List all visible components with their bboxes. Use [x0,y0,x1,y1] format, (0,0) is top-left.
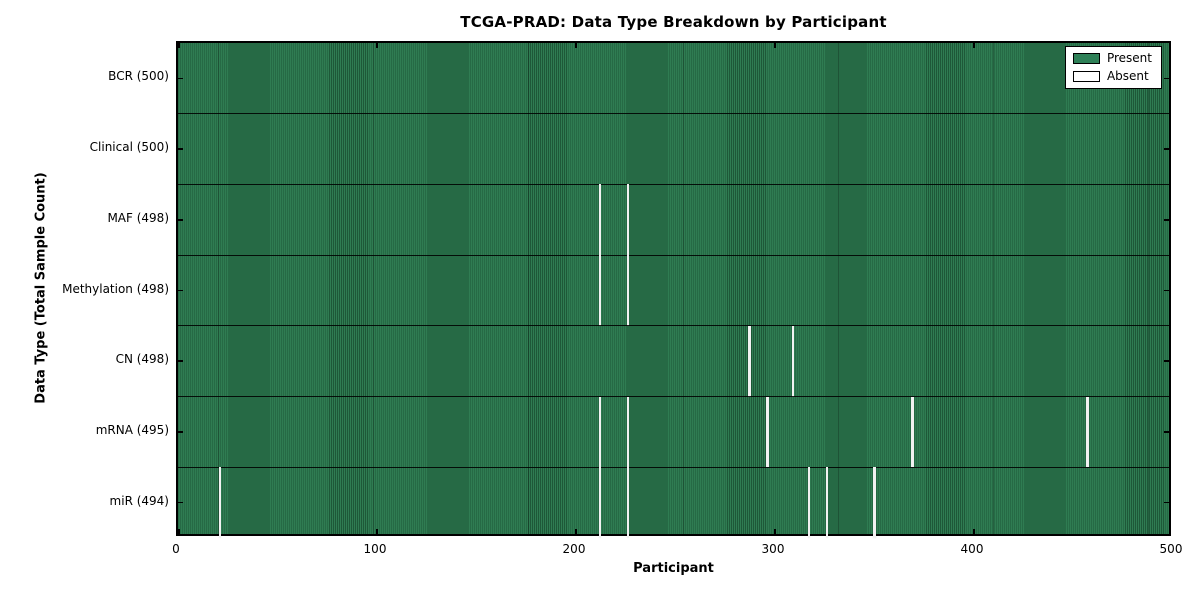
x-tick-label-500: 500 [1159,542,1183,556]
x-tick [575,529,577,534]
y-tick [178,219,183,221]
x-tick [376,529,378,534]
y-tick [1164,77,1169,80]
y-tick [178,431,183,433]
x-tick-label-400: 400 [960,542,984,556]
legend-label-absent: Absent [1106,69,1149,83]
x-tick [973,529,975,534]
row-divider [178,254,1169,256]
y-tick [1164,289,1169,292]
absent-marker-mRNA-458 [1086,396,1089,468]
x-tick-label-200: 200 [562,542,586,556]
y-tick [1164,148,1169,150]
x-tick [774,43,776,48]
absent-marker-mRNA-227 [626,396,630,468]
plot-area: Present Absent [176,41,1171,538]
y-tick [178,360,183,362]
absent-marker-Methylation-213 [598,255,602,326]
x-tick-label-100: 100 [363,542,387,556]
y-tick-label-mRNA: mRNA (495) [95,422,169,437]
absent-marker-mRNA-370 [911,396,914,468]
y-tick [1164,219,1169,221]
present-swatch-icon [1072,53,1100,64]
absent-marker-mRNA-213 [598,396,602,468]
y-tick [1164,360,1169,362]
x-tick [178,529,180,534]
x-tick-label-0: 0 [172,542,180,556]
absent-marker-MAF-213 [598,184,602,256]
x-tick [376,43,378,48]
y-tick-label-BCR: BCR (500) [108,69,169,84]
y-tick-label-Clinical: Clinical (500) [89,140,169,155]
x-axis-label: Participant [633,561,714,576]
legend: Present Absent [1064,46,1162,89]
legend-label-present: Present [1106,51,1152,65]
y-tick [178,148,183,150]
absent-marker-miR-22 [218,467,222,538]
absent-marker-miR-351 [873,467,877,538]
y-tick-label-miR: miR (494) [109,493,169,508]
y-tick-label-CN: CN (498) [115,352,169,367]
row-divider [178,113,1169,115]
chart-title: TCGA-PRAD: Data Type Breakdown by Partic… [460,13,887,31]
y-tick [178,289,183,292]
x-tick [178,43,180,48]
y-tick [1164,501,1169,504]
legend-item-present: Present [1072,51,1152,65]
y-tick [178,501,183,504]
y-tick-label-MAF: MAF (498) [107,210,169,225]
absent-marker-miR-327 [825,467,829,538]
x-tick [774,529,776,534]
row-divider [178,325,1169,327]
absent-marker-MAF-227 [626,184,630,256]
x-tick [973,43,975,48]
absent-marker-CN-288 [748,325,751,397]
absent-marker-Methylation-227 [626,255,630,326]
absent-swatch-icon [1072,71,1100,82]
absent-marker-miR-213 [598,467,602,538]
absent-marker-CN-310 [791,325,795,397]
y-tick [1164,431,1169,433]
absent-marker-miR-227 [626,467,630,538]
row-divider [178,183,1169,186]
absent-marker-mRNA-297 [766,396,769,468]
y-tick [178,77,183,80]
row-divider [178,395,1169,398]
y-tick-label-Methylation: Methylation (498) [62,281,169,296]
legend-item-absent: Absent [1072,69,1152,83]
row-divider [178,466,1169,468]
x-tick [1169,43,1171,48]
x-tick [575,43,577,48]
absent-marker-miR-318 [807,467,811,538]
x-tick [1169,529,1171,534]
x-tick-label-300: 300 [761,542,785,556]
